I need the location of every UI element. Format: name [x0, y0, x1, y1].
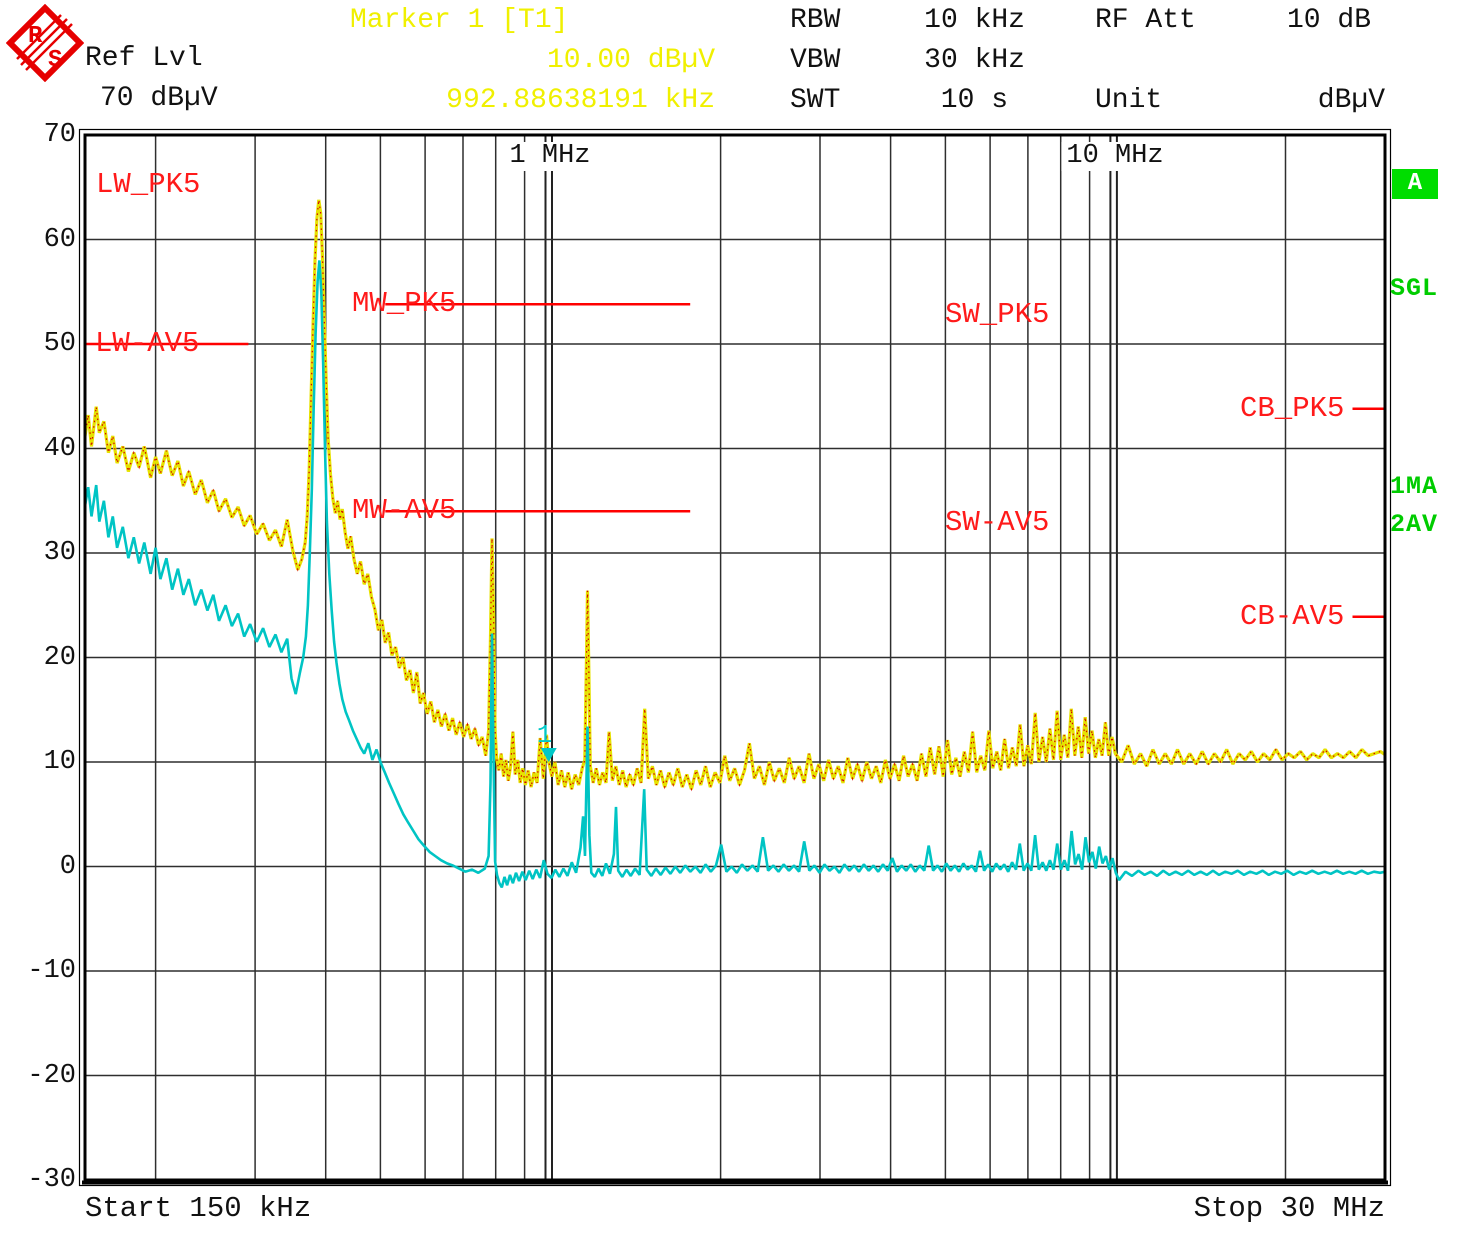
- ref-level-label: Ref Lvl: [85, 43, 203, 74]
- logo-letter-s: S: [48, 47, 62, 74]
- unit-label: Unit: [1095, 85, 1163, 116]
- trace-2: [85, 260, 1385, 889]
- ref-level-value: 70 dBµV: [100, 83, 218, 114]
- screen-a-badge: A: [1392, 169, 1438, 199]
- swt-value: 10 s: [940, 85, 1008, 116]
- trace1-flag: 1MA: [1390, 472, 1439, 501]
- logo-letter-r: R: [28, 23, 43, 50]
- unit-value: dBµV: [1317, 85, 1385, 116]
- marker-1-number: 1: [537, 720, 553, 750]
- rbw-value: 10 kHz: [924, 5, 1025, 36]
- plot-outer-frame: [78, 128, 1392, 1187]
- vbw-value: 30 kHz: [924, 45, 1025, 76]
- marker-frequency-value: 992.88638191 kHz: [446, 85, 715, 116]
- start-frequency-label: Start 150 kHz: [85, 1192, 312, 1225]
- single-sweep-flag: SGL: [1390, 274, 1439, 303]
- stop-frequency-label: Stop 30 MHz: [1193, 1192, 1385, 1225]
- rf-att-value: 10 dB: [1286, 5, 1371, 36]
- plot-frame: [83, 133, 1387, 1182]
- marker-level-value: 10.00 dBµV: [546, 45, 715, 76]
- swt-label: SWT: [790, 85, 841, 116]
- rohde-schwarz-logo: R S: [6, 4, 84, 82]
- trace-1-dither: [85, 199, 1385, 792]
- vbw-label: VBW: [790, 45, 841, 76]
- marker-1-symbol: [540, 748, 557, 762]
- trace-1: [85, 199, 1385, 790]
- logo-diamond: [6, 4, 84, 82]
- trace2-flag: 2AV: [1390, 510, 1439, 539]
- marker-readout-title: Marker 1 [T1]: [350, 5, 569, 36]
- rf-att-label: RF Att: [1095, 5, 1196, 36]
- rbw-label: RBW: [790, 5, 841, 36]
